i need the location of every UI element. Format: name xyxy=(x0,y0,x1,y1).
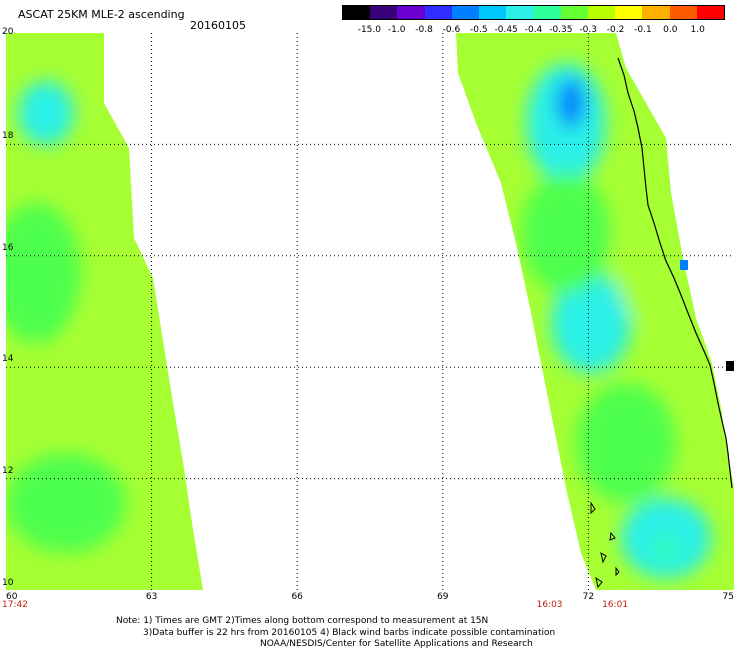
island-outlines xyxy=(590,501,620,589)
map-plot xyxy=(6,33,734,590)
colorbar-swatch xyxy=(506,6,534,19)
x-tick-label: 63 xyxy=(145,592,158,602)
island-outline xyxy=(600,551,607,564)
colorbar-label: -0.45 xyxy=(494,25,518,35)
colorbar-swatch xyxy=(397,6,425,19)
map-title: ASCAT 25KM MLE-2 ascending xyxy=(18,8,185,21)
island-outline xyxy=(609,531,616,541)
wind-patch-cyan xyxy=(551,273,631,373)
colorbar xyxy=(342,5,725,20)
credit-line: NOAA/NESDIS/Center for Satellite Applica… xyxy=(260,639,533,649)
colorbar-swatch xyxy=(343,6,371,19)
wind-patch-mid xyxy=(576,383,676,503)
colorbar-swatch xyxy=(533,6,561,19)
colorbar-swatch xyxy=(669,6,697,19)
y-tick-label: 18 xyxy=(2,131,14,142)
colorbar-swatch xyxy=(560,6,588,19)
wind-patch-blue xyxy=(557,78,585,128)
pass-time-label: 16:01 xyxy=(602,600,629,610)
contamination-marker xyxy=(680,260,688,270)
x-tick-label: 69 xyxy=(437,592,449,602)
colorbar-label: -0.5 xyxy=(470,25,488,35)
x-tick-label: 75 xyxy=(722,592,734,602)
graticule xyxy=(6,33,734,590)
y-tick-label: 10 xyxy=(2,578,14,588)
x-tick-label: 66 xyxy=(291,592,303,602)
colorbar-label: 0.0 xyxy=(663,25,678,35)
note-line-2: 3)Data buffer is 22 hrs from 20160105 4)… xyxy=(143,628,556,638)
y-tick-label: 14 xyxy=(2,354,14,365)
colorbar-label: -0.8 xyxy=(415,25,433,35)
x-tick-label: 60 xyxy=(6,592,18,602)
colorbar-label: -0.1 xyxy=(634,25,652,35)
island-outline xyxy=(590,501,596,515)
colorbar-label: 1.0 xyxy=(690,25,705,35)
colorbar-label: -0.6 xyxy=(442,25,461,35)
colorbar-swatch xyxy=(424,6,452,19)
wind-patch-low xyxy=(652,536,680,560)
colorbar-label: -0.35 xyxy=(549,25,573,35)
contamination-marker xyxy=(726,361,734,371)
colorbar-swatch xyxy=(587,6,616,19)
wind-patch-mid xyxy=(6,453,126,553)
coastline xyxy=(617,57,733,489)
colorbar-swatch xyxy=(370,6,398,19)
x-tick-label: 72 xyxy=(582,592,595,602)
wind-patch-base xyxy=(76,283,156,443)
pass-time-label: 16:03 xyxy=(536,600,563,610)
wind-patch-cyan xyxy=(18,81,74,145)
colorbar-swatch xyxy=(451,6,480,19)
pass-time-label: 17:42 xyxy=(2,600,28,610)
colorbar-swatch xyxy=(696,6,725,19)
colorbar-swatch xyxy=(642,6,670,19)
colorbar-label: -0.4 xyxy=(524,25,543,35)
swath-east-wind-field xyxy=(521,63,711,578)
y-tick-label: 20 xyxy=(2,27,14,37)
colorbar-label: -1.0 xyxy=(387,25,406,35)
colorbar-label: -15.0 xyxy=(357,25,381,35)
colorbar-swatch xyxy=(479,6,507,19)
wind-patch-base xyxy=(616,203,676,323)
y-tick-label: 16 xyxy=(2,242,14,253)
colorbar-label: -0.2 xyxy=(606,25,625,35)
colorbar-swatch xyxy=(615,6,643,19)
island-outline xyxy=(615,566,620,577)
colorbar-label: -0.3 xyxy=(579,25,597,35)
swath-west-wind-field xyxy=(6,81,156,553)
wind-patch-mid xyxy=(6,203,81,343)
wind-patch-mid xyxy=(521,173,611,293)
y-tick-label: 12 xyxy=(2,465,14,476)
island-outline xyxy=(595,576,603,589)
map-date: 20160105 xyxy=(190,19,246,32)
note-line-1: Note: 1) Times are GMT 2)Times along bot… xyxy=(116,616,489,626)
